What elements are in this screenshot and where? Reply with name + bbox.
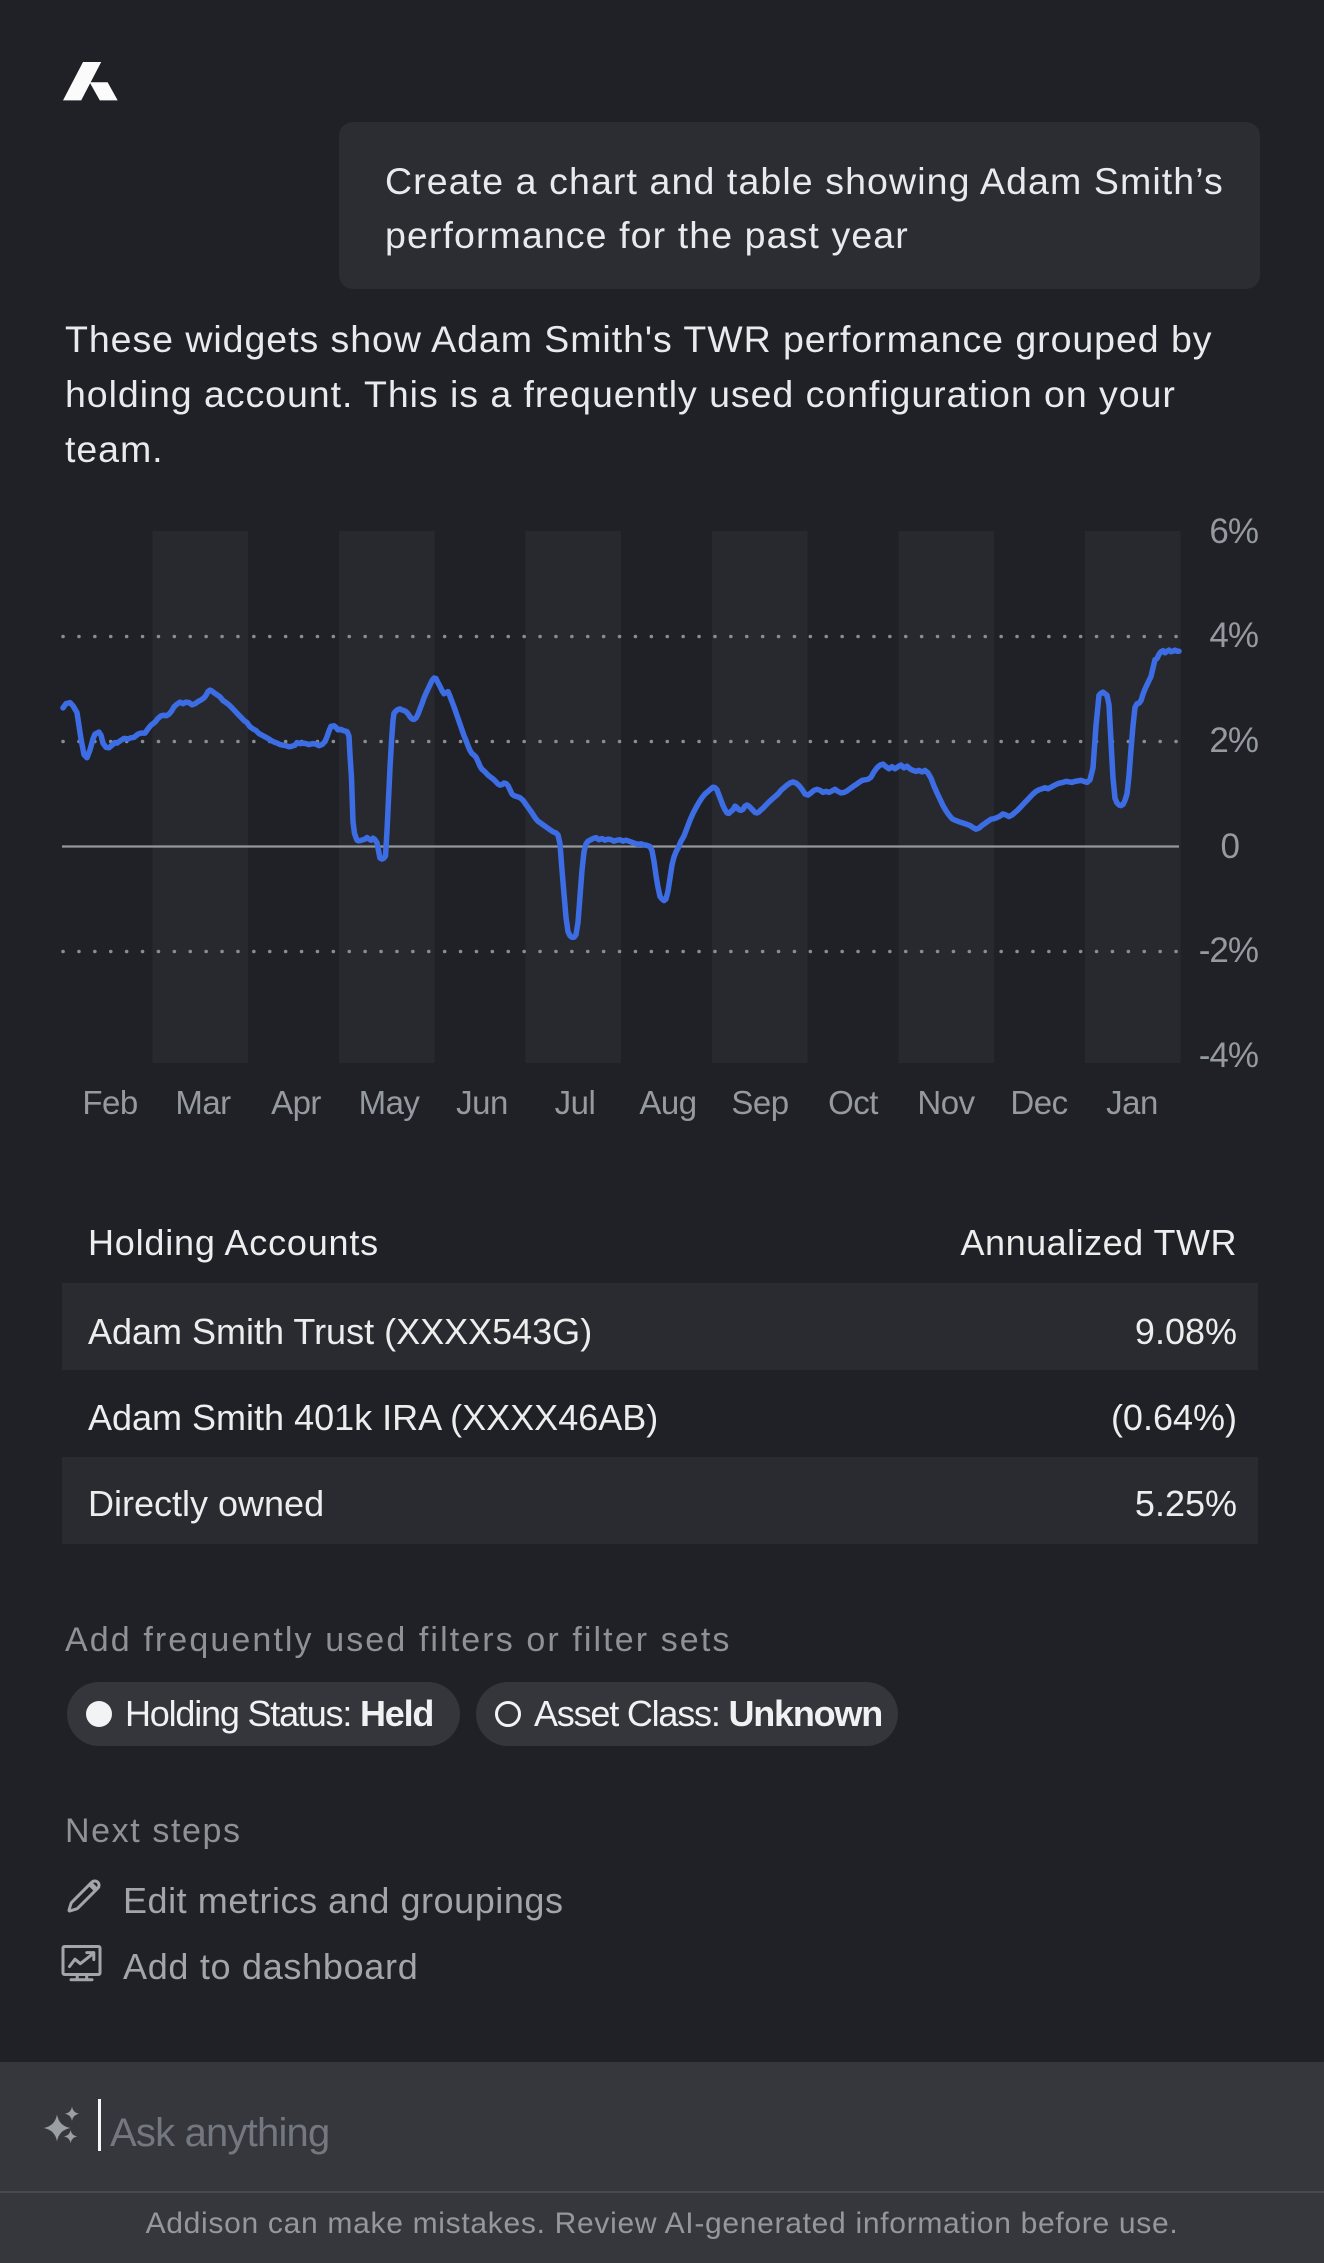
- svg-text:-4%: -4%: [1199, 1036, 1258, 1075]
- svg-text:-2%: -2%: [1199, 931, 1258, 970]
- svg-text:Nov: Nov: [917, 1084, 975, 1121]
- svg-text:Dec: Dec: [1010, 1084, 1067, 1121]
- svg-text:2%: 2%: [1209, 721, 1258, 760]
- svg-text:Mar: Mar: [175, 1084, 231, 1121]
- svg-text:Feb: Feb: [82, 1084, 137, 1121]
- svg-text:Sep: Sep: [731, 1084, 788, 1121]
- svg-text:Oct: Oct: [828, 1084, 878, 1121]
- svg-text:Apr: Apr: [271, 1084, 321, 1121]
- svg-text:Jan: Jan: [1106, 1084, 1158, 1121]
- svg-text:4%: 4%: [1209, 616, 1258, 655]
- svg-text:Jun: Jun: [456, 1084, 508, 1121]
- svg-text:6%: 6%: [1209, 512, 1258, 551]
- svg-text:0: 0: [1221, 827, 1240, 866]
- svg-text:May: May: [359, 1084, 421, 1121]
- svg-text:Aug: Aug: [639, 1084, 696, 1121]
- svg-text:Jul: Jul: [555, 1084, 596, 1121]
